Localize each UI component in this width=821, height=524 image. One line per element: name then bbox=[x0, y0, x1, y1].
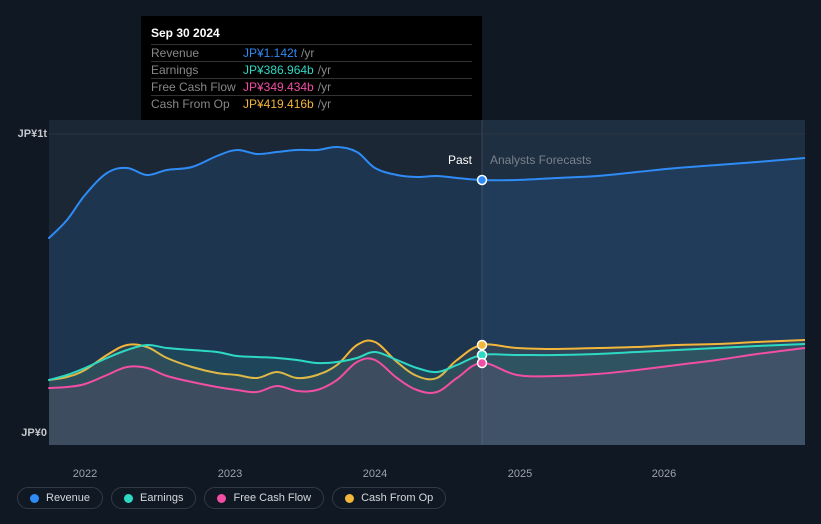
tooltip-metric-label: Free Cash Flow bbox=[151, 80, 243, 94]
legend-dot-icon bbox=[30, 494, 39, 503]
legend-item[interactable]: Revenue bbox=[17, 487, 103, 509]
legend: Revenue Earnings Free Cash Flow Cash From O… bbox=[17, 487, 446, 509]
tooltip-metric-value: JP¥349.434b bbox=[243, 80, 314, 94]
forecast-label: Analysts Forecasts bbox=[490, 153, 591, 167]
legend-label: Revenue bbox=[46, 492, 90, 504]
chart-svg bbox=[17, 120, 805, 445]
tooltip-metric-value: JP¥386.964b bbox=[243, 63, 314, 77]
y-axis-label: JP¥1t bbox=[18, 128, 47, 140]
x-axis-label: 2025 bbox=[508, 468, 532, 480]
legend-label: Earnings bbox=[140, 492, 183, 504]
legend-dot-icon bbox=[345, 494, 354, 503]
legend-label: Cash From Op bbox=[361, 492, 433, 504]
tooltip-metric-label: Earnings bbox=[151, 63, 243, 77]
cashop-marker bbox=[478, 341, 487, 350]
legend-label: Free Cash Flow bbox=[233, 492, 311, 504]
x-axis-label: 2026 bbox=[652, 468, 676, 480]
legend-dot-icon bbox=[124, 494, 133, 503]
tooltip-metric-suffix: /yr bbox=[301, 46, 314, 60]
chart-area: JP¥1t JP¥0 20222023202420252026 Past Ana… bbox=[17, 120, 805, 460]
tooltip-row: EarningsJP¥386.964b/yr bbox=[151, 61, 472, 78]
tooltip-row: Free Cash FlowJP¥349.434b/yr bbox=[151, 78, 472, 95]
fcf-marker bbox=[478, 359, 487, 368]
legend-item[interactable]: Free Cash Flow bbox=[204, 487, 324, 509]
past-label: Past bbox=[448, 153, 472, 167]
revenue-marker bbox=[478, 176, 487, 185]
tooltip-metric-label: Cash From Op bbox=[151, 97, 243, 111]
x-axis-label: 2024 bbox=[363, 468, 387, 480]
y-axis-label: JP¥0 bbox=[21, 427, 47, 439]
tooltip-metric-value: JP¥419.416b bbox=[243, 97, 314, 111]
x-axis-label: 2023 bbox=[218, 468, 242, 480]
legend-dot-icon bbox=[217, 494, 226, 503]
tooltip-row: RevenueJP¥1.142t/yr bbox=[151, 44, 472, 61]
tooltip: Sep 30 2024 RevenueJP¥1.142t/yrEarningsJ… bbox=[141, 16, 482, 120]
tooltip-metric-value: JP¥1.142t bbox=[243, 46, 297, 60]
legend-item[interactable]: Earnings bbox=[111, 487, 196, 509]
tooltip-date: Sep 30 2024 bbox=[151, 24, 472, 44]
tooltip-metric-suffix: /yr bbox=[318, 80, 331, 94]
tooltip-metric-suffix: /yr bbox=[318, 63, 331, 77]
legend-item[interactable]: Cash From Op bbox=[332, 487, 446, 509]
tooltip-metric-label: Revenue bbox=[151, 46, 243, 60]
tooltip-row: Cash From OpJP¥419.416b/yr bbox=[151, 95, 472, 112]
tooltip-metric-suffix: /yr bbox=[318, 97, 331, 111]
x-axis-label: 2022 bbox=[73, 468, 97, 480]
